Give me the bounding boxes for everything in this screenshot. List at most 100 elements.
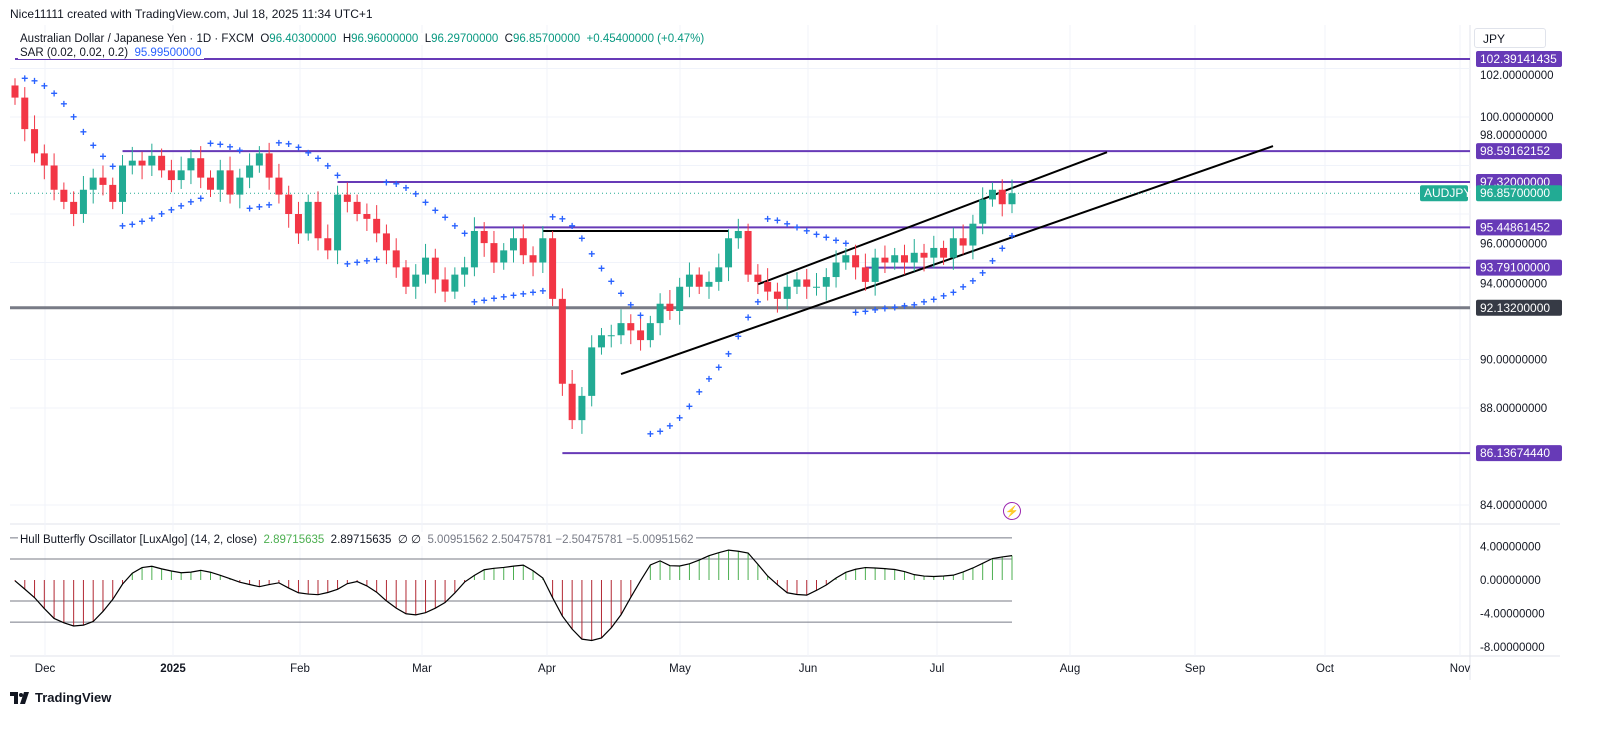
sar-dot: +	[168, 203, 175, 217]
sar-dot: +	[197, 192, 204, 206]
time-tick-label: Oct	[1316, 663, 1335, 675]
sar-dot: +	[510, 289, 517, 303]
candle-body	[930, 247, 938, 258]
time-tick-label: Sep	[1185, 663, 1205, 675]
candle-body	[949, 238, 957, 258]
candle-body	[226, 170, 234, 195]
osc-tick-label: -4.00000000	[1480, 609, 1545, 621]
symbol-legend[interactable]: Australian Dollar / Japanese Yen · 1D · …	[18, 33, 707, 45]
sar-dot: +	[236, 143, 243, 157]
candle-body	[783, 286, 791, 299]
sar-dot: +	[178, 199, 185, 213]
high-value: 96.96000000	[351, 33, 419, 45]
candle-body	[998, 189, 1006, 205]
sar-dot: +	[90, 138, 97, 152]
oscillator-legend[interactable]: Hull Butterfly Oscillator [LuxAlgo] (14,…	[18, 532, 696, 546]
candle-body	[177, 170, 185, 181]
sar-dot: +	[774, 213, 781, 227]
candle-body	[490, 243, 498, 263]
level-price-tag	[1476, 299, 1562, 316]
candle-body	[940, 247, 948, 258]
candle-body	[392, 250, 400, 268]
candle-body	[764, 281, 772, 292]
sar-dot: +	[227, 140, 234, 154]
open-value: 96.40300000	[269, 33, 337, 45]
channel-upper-trendline	[757, 151, 1108, 286]
level-price-label: 95.44861452	[1480, 220, 1550, 234]
level-price-tag	[1476, 143, 1562, 160]
candle-body	[353, 201, 361, 214]
candle-body	[187, 158, 195, 171]
sar-dot: +	[324, 159, 331, 173]
sar-legend[interactable]: SAR (0.02, 0.02, 0.2) 95.99500000	[18, 47, 204, 59]
candle-body	[412, 274, 420, 287]
sar-dot: +	[793, 221, 800, 235]
sar-dot: +	[21, 72, 28, 86]
candle-body	[920, 252, 928, 258]
sar-dot: +	[881, 302, 888, 316]
sar-dot: +	[70, 110, 77, 124]
sar-dot: +	[129, 218, 136, 232]
channel-lower-trendline	[620, 145, 1274, 375]
sar-dot: +	[344, 257, 351, 271]
sar-dot: +	[823, 230, 830, 244]
level-price-label: 93.79100000	[1480, 261, 1550, 275]
sar-dot: +	[187, 195, 194, 209]
osc-bands: 5.00951562 2.50475781 −2.50475781 −5.009…	[427, 534, 694, 546]
brand-name: TradingView	[35, 690, 112, 705]
candle-body	[373, 218, 381, 234]
candle-body	[99, 177, 107, 185]
time-tick-label: 2025	[160, 663, 186, 675]
candle-body	[441, 279, 449, 292]
candle-body	[558, 298, 566, 384]
candle-body	[216, 170, 224, 190]
sar-dot: +	[471, 295, 478, 309]
low-value: 96.29700000	[431, 33, 499, 45]
candle-body	[343, 194, 351, 202]
close-value: 96.85700000	[512, 33, 581, 45]
candle-body	[832, 262, 840, 278]
sar-dot: +	[911, 298, 918, 312]
sar-dot: +	[676, 411, 683, 425]
sar-dot: +	[481, 293, 488, 307]
candle-body	[988, 189, 996, 200]
sar-dot: +	[51, 87, 58, 101]
osc-tick-label: 0.00000000	[1480, 575, 1541, 587]
price-tick-label: 98.00000000	[1480, 130, 1547, 142]
candle-body	[676, 286, 684, 311]
sar-dot: +	[490, 292, 497, 306]
candle-body	[402, 267, 410, 287]
candle-body	[852, 255, 860, 268]
price-tick-label: 90.00000000	[1480, 355, 1547, 367]
symbol-name: Australian Dollar / Japanese Yen · 1D · …	[20, 33, 254, 45]
sar-dot: +	[598, 261, 605, 275]
candle-body	[842, 255, 850, 263]
osc-value-3: ∅ ∅	[397, 534, 422, 546]
sar-dot: +	[745, 311, 752, 325]
sar-dot: +	[696, 385, 703, 399]
flash-icon[interactable]: ⚡	[1003, 502, 1021, 520]
candle-body	[597, 335, 605, 348]
candle-body	[588, 347, 596, 396]
candle-body	[627, 323, 635, 331]
sar-dot: +	[647, 427, 654, 441]
sar-dot: +	[686, 400, 693, 414]
candle-body	[422, 257, 430, 275]
currency-button[interactable]: JPY	[1474, 28, 1546, 48]
sar-dot: +	[705, 372, 712, 386]
sar-dot: +	[442, 210, 449, 224]
change-value: +0.45400000 (+0.47%)	[586, 33, 705, 45]
candle-body	[793, 279, 801, 287]
candle-body	[470, 230, 478, 268]
sar-dot: +	[735, 329, 742, 343]
low-label: L	[424, 33, 432, 45]
candle-body	[275, 177, 283, 195]
sar-dot: +	[60, 97, 67, 111]
candle-body	[461, 267, 469, 275]
last-price-label: 96.85700000	[1480, 186, 1550, 200]
time-tick-label: Feb	[290, 663, 310, 675]
sar-dot: +	[725, 347, 732, 361]
sar-dot: +	[80, 125, 87, 139]
osc-value-1: 2.89715635	[263, 534, 325, 546]
